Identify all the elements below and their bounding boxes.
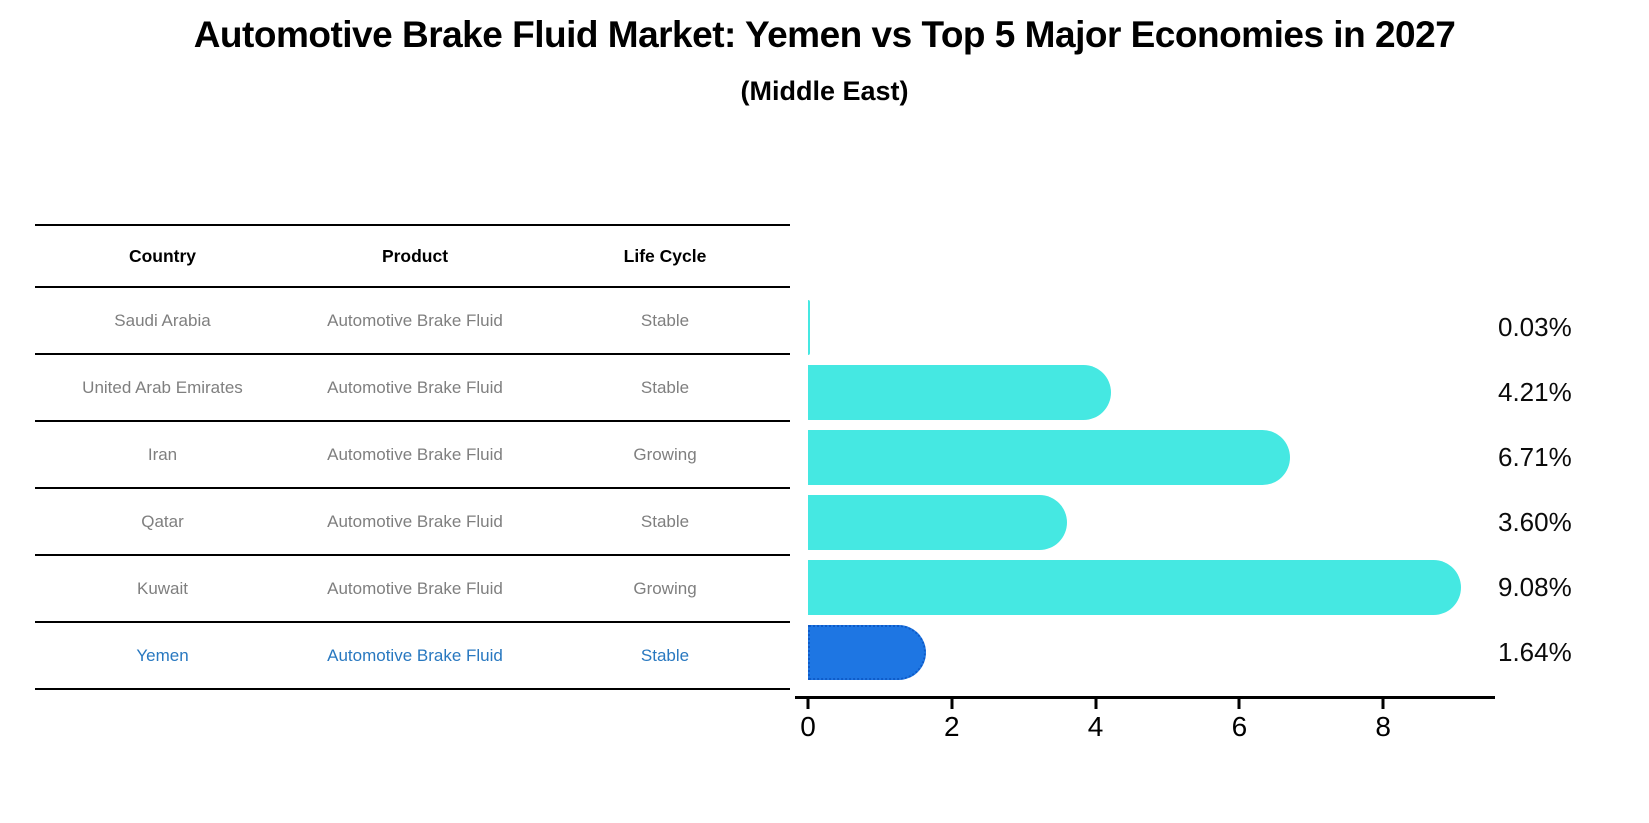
table-header-country: Country [128, 245, 197, 266]
cell-product: Automotive Brake Fluid [327, 578, 503, 598]
chart-subtitle: (Middle East) [740, 76, 909, 106]
bar-row: 9.08% [808, 555, 1572, 620]
table-row: United Arab Emirates Automotive Brake Flu… [35, 355, 790, 422]
cell-country: Kuwait [136, 578, 189, 598]
cell-country: Qatar [141, 511, 184, 531]
x-axis-tick [806, 699, 810, 709]
x-axis-tick-label: 0 [800, 711, 816, 742]
x-axis-tick-label: 2 [943, 711, 960, 742]
x-axis-tick [1237, 699, 1241, 709]
bar-row: 1.64% [808, 620, 1572, 685]
table-header-row: Country Product Life Cycle [35, 224, 790, 288]
cell-product: Automotive Brake Fluid [327, 377, 503, 397]
x-axis-tick-label: 4 [1087, 711, 1104, 742]
cell-product: Automotive Brake Fluid [327, 511, 503, 531]
bar-value-label: 9.08% [1498, 572, 1572, 602]
bar [808, 430, 1291, 485]
bar-value-label: 1.64% [1498, 637, 1572, 667]
bar [808, 365, 1111, 420]
table-row: Iran Automotive Brake Fluid Growing [35, 422, 790, 489]
cell-life-cycle: Stable [640, 511, 690, 531]
bar-value-label: 0.03% [1498, 312, 1572, 342]
bar-row: 6.71% [808, 425, 1572, 490]
bar [808, 560, 1461, 615]
bars-container: 0.03% 4.21% 6.71% 3.60% 9.08% 1.64% [808, 295, 1572, 685]
table-row: Yemen Automotive Brake Fluid Stable [35, 623, 790, 690]
cell-life-cycle: Stable [640, 645, 690, 665]
bar-row: 0.03% [808, 295, 1572, 360]
bar [808, 300, 811, 355]
table-body: Saudi Arabia Automotive Brake Fluid Stable… [35, 288, 790, 690]
x-axis-tick-label: 8 [1375, 711, 1391, 742]
bar [808, 495, 1067, 550]
bar-value-label: 3.60% [1498, 507, 1572, 537]
cell-life-cycle: Stable [640, 377, 690, 397]
cell-country: Iran [147, 444, 178, 464]
x-axis-tick [1381, 699, 1385, 709]
bar-value-label: 4.21% [1498, 377, 1572, 407]
cell-country: Saudi Arabia [114, 310, 211, 330]
country-info-table: Country Product Life Cycle Saudi Arabia A… [35, 224, 790, 690]
bar-row: 4.21% [808, 360, 1572, 425]
cell-life-cycle: Growing [633, 578, 697, 598]
x-axis-line [795, 696, 1495, 699]
cell-country: United Arab Emirates [82, 377, 243, 397]
table-row: Saudi Arabia Automotive Brake Fluid Stable [35, 288, 790, 355]
x-axis-tick [1094, 699, 1098, 709]
bar-chart: 0.03% 4.21% 6.71% 3.60% 9.08% 1.64% 0 2 4 6 8 [795, 295, 1572, 742]
cell-product: Automotive Brake Fluid [327, 310, 503, 330]
bar-value-label: 6.71% [1498, 442, 1572, 472]
cell-life-cycle: Stable [640, 310, 690, 330]
table-row: Kuwait Automotive Brake Fluid Growing [35, 556, 790, 623]
bar-highlight-yemen [808, 625, 926, 680]
table-row: Qatar Automotive Brake Fluid Stable [35, 489, 790, 556]
cell-country: Yemen [136, 645, 189, 665]
table-header-life-cycle: Life Cycle [623, 245, 707, 266]
bar-row: 3.60% [808, 490, 1572, 555]
x-axis-tick-label: 6 [1231, 711, 1248, 742]
cell-product: Automotive Brake Fluid [327, 444, 503, 464]
x-axis-tick [950, 699, 954, 709]
cell-life-cycle: Growing [633, 444, 697, 464]
chart-title: Automotive Brake Fluid Market: Yemen vs … [193, 14, 1456, 55]
cell-product: Automotive Brake Fluid [327, 645, 503, 665]
table-header-product: Product [381, 245, 449, 266]
